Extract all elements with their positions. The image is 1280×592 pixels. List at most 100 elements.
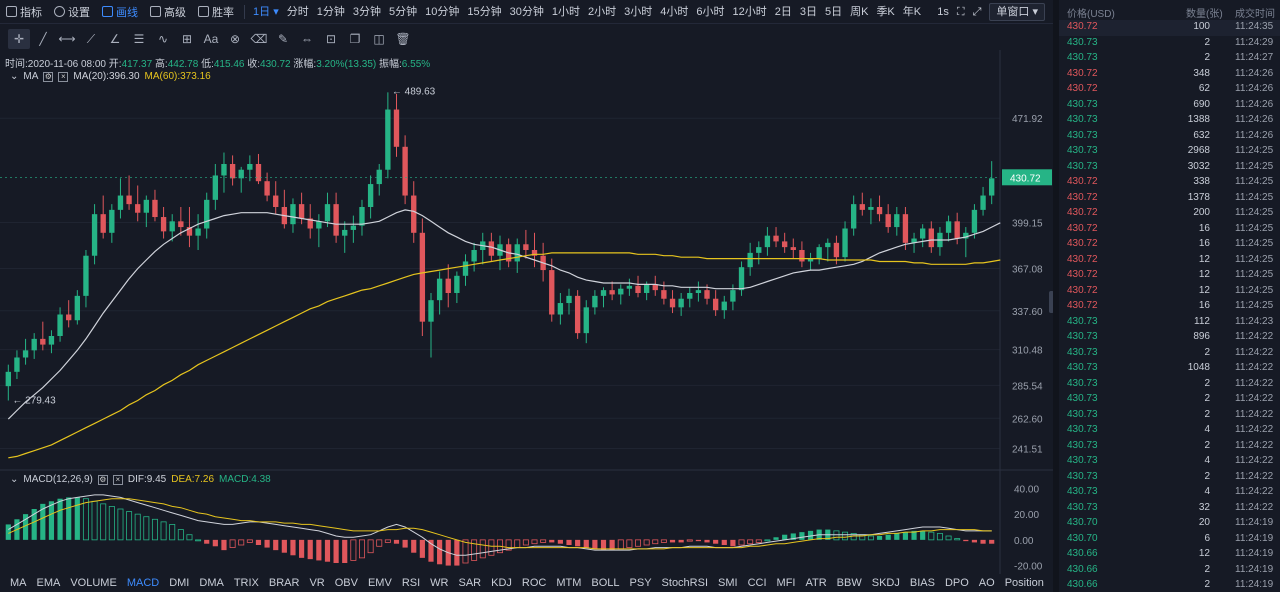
interval-option[interactable]: 5日 [824, 5, 843, 18]
ray-tool-icon[interactable]: ⟋ [86, 31, 96, 46]
interval-option[interactable]: 季K [876, 5, 895, 18]
macd-bar [730, 539, 736, 547]
candle [178, 207, 184, 236]
indicator-tab[interactable]: BOLL [591, 577, 620, 589]
expand-icon[interactable]: ⤢ [972, 5, 982, 18]
ma-settings-icon[interactable]: ⚙ [43, 71, 54, 82]
brush-icon[interactable]: ✎ [277, 32, 289, 46]
interval-option[interactable]: 年K [902, 5, 922, 18]
interval-option[interactable]: 3日 [799, 5, 817, 18]
indicator-tab[interactable]: BIAS [909, 577, 935, 589]
interval-option[interactable]: 4小时 [660, 5, 689, 18]
indicator-tab[interactable]: EMA [36, 577, 61, 589]
indicator-tab[interactable]: ATR [805, 577, 827, 589]
macd-axis-label: 0.00 [1014, 536, 1034, 547]
chevron-down-icon[interactable]: ⌄ [10, 71, 19, 82]
indicator-tab[interactable]: MA [10, 577, 27, 589]
panel-collapse-handle[interactable] [1049, 291, 1054, 313]
chevron-down-icon[interactable]: ⌄ [10, 474, 19, 485]
trash-icon[interactable]: 🗑 [395, 32, 411, 46]
winrate-button[interactable]: 胜率 [192, 0, 240, 24]
indicator-tab[interactable]: DMI [169, 577, 190, 589]
top-toolbar: 指标 设置 画线 高级 胜率 1日 ▾ 分时 1分钟 3分钟 5分钟 10分钟 15分钟 3… [0, 0, 1053, 24]
settings-button[interactable]: 设置 [48, 0, 96, 24]
indicator-tab[interactable]: VR [309, 577, 325, 589]
macd-settings-icon[interactable]: ⚙ [97, 474, 108, 485]
candle [928, 221, 934, 253]
refresh-speed[interactable]: 1s [937, 6, 949, 18]
candlestick-chart[interactable]: 471.92 399.15 367.08 337.60 310.48 285.54 262.… [0, 0, 1053, 574]
interval-option[interactable]: 周K [850, 5, 869, 18]
indicator-tab[interactable]: SMI [718, 577, 738, 589]
trade-price: 430.72 [1067, 238, 1098, 249]
interval-option[interactable]: 2小时 [587, 5, 617, 18]
eraser-icon[interactable]: ⌫ [250, 32, 268, 46]
indicator-button[interactable]: 指标 [0, 0, 48, 24]
text-tool-icon[interactable]: Aa [203, 32, 219, 46]
interval-option[interactable]: 5分钟 [388, 5, 418, 18]
advanced-button[interactable]: 高级 [144, 0, 192, 24]
draw-button[interactable]: 画线 [96, 0, 144, 24]
indicator-tab[interactable]: KDJ [491, 577, 512, 589]
indicator-tab[interactable]: VOLUME [70, 577, 117, 589]
interval-option[interactable]: 30分钟 [509, 5, 544, 18]
interval-option[interactable]: 3分钟 [352, 5, 381, 18]
ohlc-open: 417.37 [121, 59, 153, 70]
interval-option[interactable]: 1分钟 [316, 5, 345, 18]
trade-qty: 2 [1204, 563, 1210, 575]
indicator-tab[interactable]: MTM [556, 577, 582, 589]
interval-option[interactable]: 10分钟 [425, 5, 460, 18]
grid-tool-icon[interactable]: ⊞ [181, 32, 193, 46]
indicator-tab[interactable]: DMA [199, 577, 224, 589]
angle-tool-icon[interactable]: ∠ [109, 32, 121, 46]
interval-option[interactable]: 12小时 [732, 5, 767, 18]
indicator-tab[interactable]: StochRSI [661, 577, 709, 589]
trade-row: 430.72 12 11:24:25 [1059, 268, 1280, 284]
indicator-tab[interactable]: Position [1004, 577, 1044, 589]
copy-icon[interactable]: ❐ [349, 32, 361, 46]
indicator-tab[interactable]: SKDJ [871, 577, 900, 589]
crosshair-icon[interactable]: ✛ [8, 29, 30, 49]
trade-price: 430.66 [1067, 579, 1098, 590]
indicator-tab[interactable]: TRIX [233, 577, 259, 589]
hide-icon[interactable]: ◫ [373, 32, 385, 46]
interval-dropdown[interactable]: 1日 ▾ [249, 0, 283, 24]
interval-option[interactable]: 6小时 [696, 5, 725, 18]
interval-option[interactable]: 2日 [774, 5, 792, 18]
indicator-tab[interactable]: CCI [747, 577, 767, 589]
macd-bar [980, 539, 986, 544]
ma-close-icon[interactable]: × [58, 71, 69, 82]
interval-option[interactable]: 3小时 [624, 5, 653, 18]
horizontal-line-icon[interactable]: ⟷ [58, 32, 76, 46]
indicator-tab[interactable]: EMV [367, 577, 392, 589]
fullscreen-icon[interactable]: ⛶ [956, 5, 965, 18]
trade-row: 430.73 4 11:24:22 [1059, 454, 1280, 470]
interval-option[interactable]: 15分钟 [467, 5, 502, 18]
indicator-tab[interactable]: BRAR [268, 577, 300, 589]
window-mode-dropdown[interactable]: 单窗口 ▾ [989, 3, 1045, 21]
interval-option[interactable]: 分时 [286, 5, 309, 18]
macd-close-icon[interactable]: × [112, 474, 123, 485]
indicator-tab[interactable]: WR [430, 577, 449, 589]
panel-divider[interactable] [1053, 0, 1059, 592]
trade-price: 430.72 [1067, 207, 1098, 218]
candle [5, 364, 11, 401]
line-tool-icon[interactable]: ╱ [39, 32, 47, 46]
indicator-tab[interactable]: BBW [836, 577, 862, 589]
indicator-tab[interactable]: ROC [521, 577, 547, 589]
interval-option[interactable]: 1小时 [551, 5, 580, 18]
magnet-icon[interactable]: ⊗ [229, 32, 241, 46]
indicator-tab[interactable]: PSY [629, 577, 652, 589]
indicator-tab[interactable]: SAR [458, 577, 482, 589]
measure-icon[interactable]: ⇔ [301, 32, 313, 46]
indicator-tab[interactable]: MACD [126, 577, 160, 589]
parallel-lines-icon[interactable]: ☰ [133, 32, 145, 46]
indicator-tab[interactable]: AO [978, 577, 995, 589]
indicator-tab[interactable]: DPO [944, 577, 969, 589]
indicator-tab[interactable]: RSI [401, 577, 421, 589]
macd-bar [609, 539, 615, 551]
wave-tool-icon[interactable]: ∿ [157, 32, 169, 46]
indicator-tab[interactable]: MFI [776, 577, 796, 589]
indicator-tab[interactable]: OBV [334, 577, 358, 589]
lock-icon[interactable]: ⊡ [325, 32, 337, 46]
